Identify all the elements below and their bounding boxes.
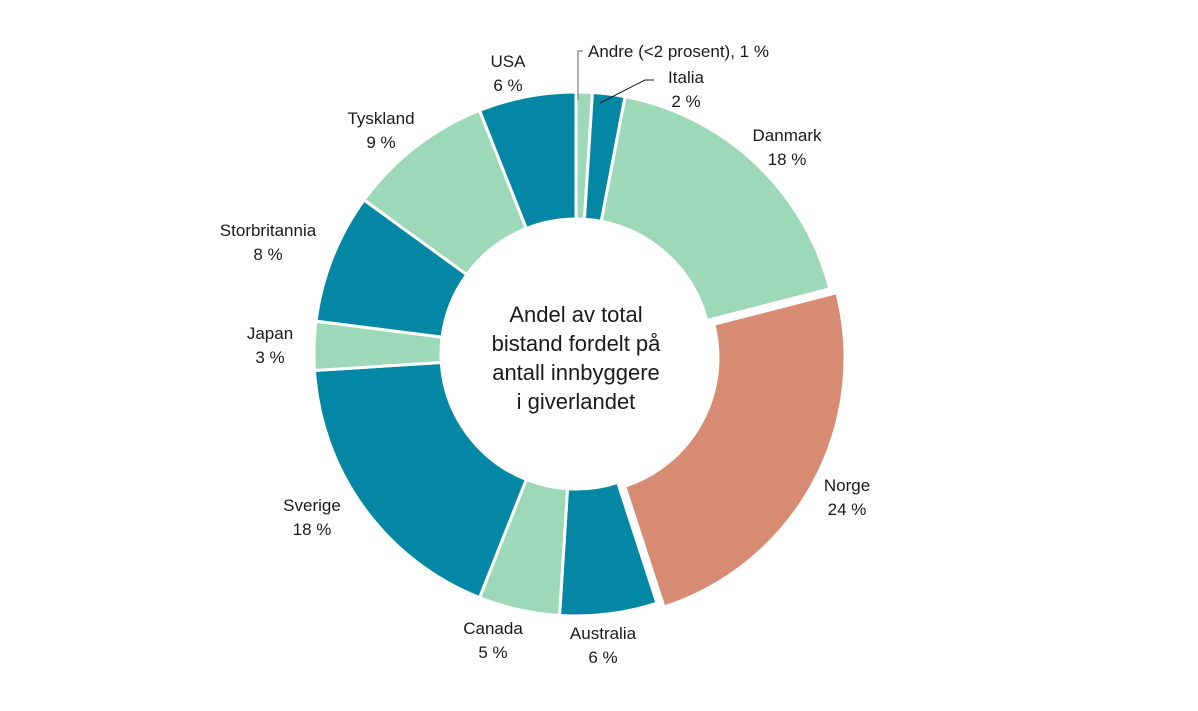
label-japan-name: Japan	[246, 324, 294, 343]
label-japan-pct: 3 %	[255, 348, 285, 367]
label-sverige: Sverige 18 %	[283, 494, 341, 542]
label-andre: Andre (<2 prosent), 1 %	[588, 40, 769, 64]
slice-norge	[622, 290, 847, 609]
label-tyskland-name: Tyskland	[347, 109, 415, 128]
label-australia-pct: 6 %	[588, 648, 618, 667]
center-line-2: bistand fordelt på	[491, 331, 661, 356]
label-australia: Australia 6 %	[570, 622, 636, 670]
label-tyskland: Tyskland 9 %	[347, 107, 414, 155]
slice-danmark	[599, 94, 832, 323]
donut-center-title: Andel av total bistand fordelt på antall…	[492, 300, 661, 416]
center-line-1: Andel av total	[509, 302, 643, 327]
label-danmark-name: Danmark	[752, 126, 822, 145]
donut-slices	[312, 90, 847, 618]
label-japan: Japan 3 %	[247, 322, 293, 370]
label-sverige-name: Sverige	[283, 496, 341, 515]
slice-sverige	[312, 360, 529, 600]
label-canada-pct: 5 %	[478, 643, 508, 662]
label-andre-text: Andre (<2 prosent), 1 %	[588, 42, 769, 61]
label-italia: Italia 2 %	[668, 66, 704, 114]
label-norge-pct: 24 %	[827, 500, 867, 519]
label-tyskland-pct: 9 %	[366, 133, 396, 152]
slice-usa	[477, 90, 578, 231]
label-canada: Canada 5 %	[463, 617, 523, 665]
label-norge-name: Norge	[823, 476, 871, 495]
label-danmark: Danmark 18 %	[753, 124, 822, 172]
leader-line-italia	[599, 79, 654, 104]
label-norge: Norge 24 %	[824, 474, 870, 522]
label-usa-pct: 6 %	[493, 76, 523, 95]
label-canada-name: Canada	[463, 619, 523, 638]
label-italia-name: Italia	[668, 68, 704, 87]
label-danmark-pct: 18 %	[767, 150, 807, 169]
center-line-3: antall innbyggere	[492, 360, 660, 385]
label-sverige-pct: 18 %	[292, 520, 332, 539]
label-storbritannia: Storbritannia 8 %	[220, 219, 316, 267]
label-usa: USA 6 %	[491, 50, 526, 98]
label-storbritannia-pct: 8 %	[253, 245, 283, 264]
leader-lines	[577, 50, 654, 104]
label-australia-name: Australia	[569, 624, 637, 643]
center-line-4: i giverlandet	[516, 389, 636, 414]
label-usa-name: USA	[490, 52, 526, 71]
label-storbritannia-name: Storbritannia	[219, 221, 317, 240]
leader-line-andre	[577, 50, 583, 100]
label-italia-pct: 2 %	[671, 92, 701, 111]
